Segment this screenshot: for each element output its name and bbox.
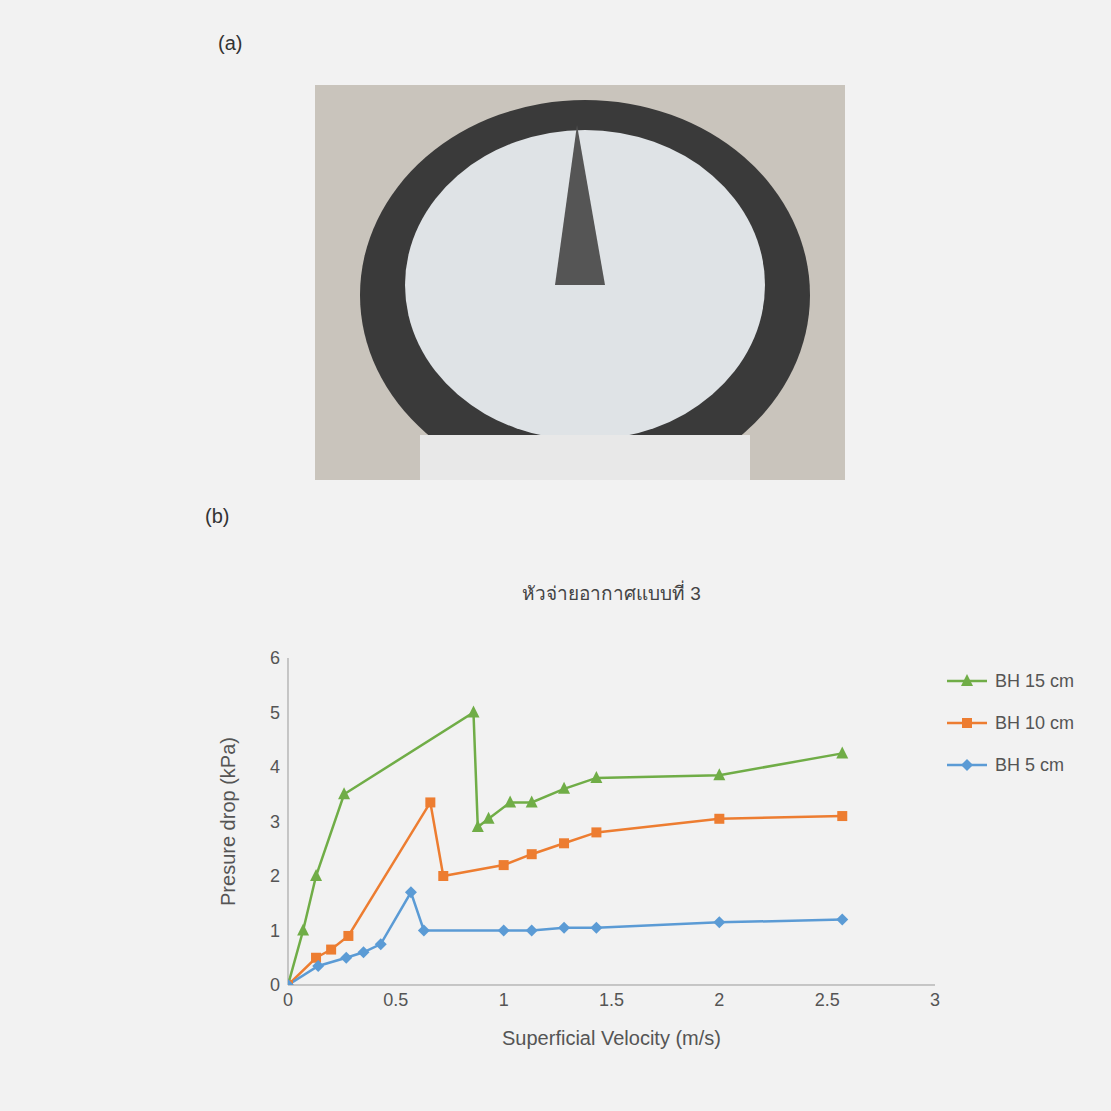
svg-text:0: 0 [270,975,280,995]
svg-text:1.5: 1.5 [599,990,624,1010]
svg-text:3: 3 [270,812,280,832]
svg-text:Superficial Velocity (m/s): Superficial Velocity (m/s) [502,1027,721,1049]
svg-text:0.5: 0.5 [383,990,408,1010]
html-text:(b): (b) [205,505,230,527]
svg-text:0: 0 [283,990,293,1010]
svg-text:6: 6 [270,648,280,668]
svg-text:2: 2 [270,866,280,886]
html-text:(a): (a) [218,32,243,54]
html-text:BH 15 cm: BH 15 cm [995,670,1074,691]
svg-text:1: 1 [270,921,280,941]
html-text:BH 10 cm: BH 10 cm [995,712,1074,733]
svg-text:5: 5 [270,703,280,723]
svg-text:2.5: 2.5 [815,990,840,1010]
html-text:หัวจ่ายอากาศแบบที่ 3: หัวจ่ายอากาศแบบที่ 3 [522,583,701,604]
svg-text:Presure drop (kPa): Presure drop (kPa) [217,737,239,906]
svg-text:1: 1 [499,990,509,1010]
svg-text:3: 3 [930,990,940,1010]
svg-text:4: 4 [270,757,280,777]
svg-text:2: 2 [714,990,724,1010]
html-text:BH 5 cm: BH 5 cm [995,754,1064,775]
